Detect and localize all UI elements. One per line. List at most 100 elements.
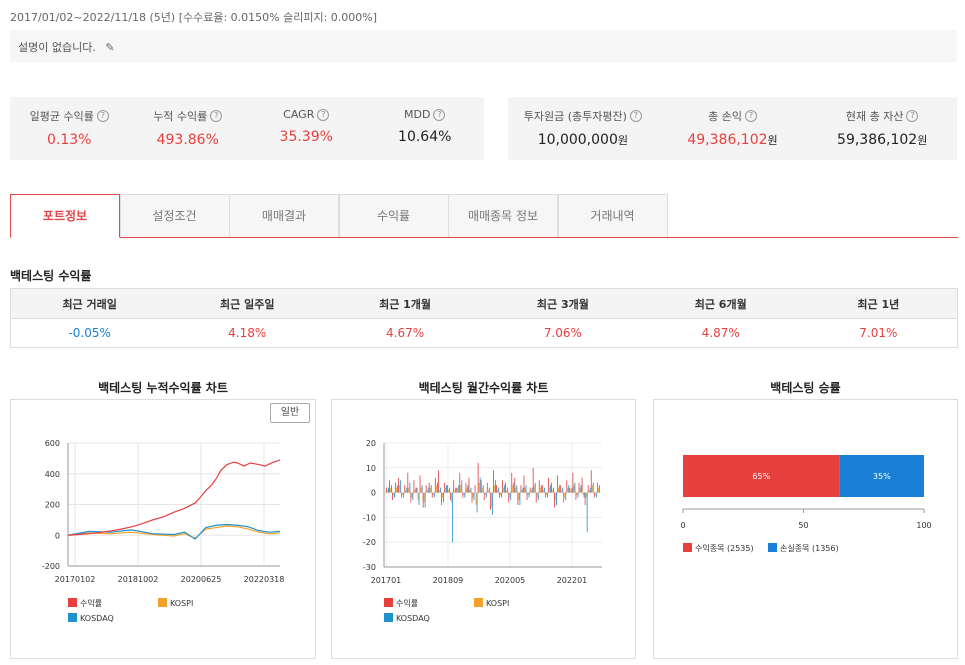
bar-1 (472, 492, 474, 498)
bar-2 (443, 492, 444, 503)
bar-1 (533, 485, 535, 493)
bar-1 (570, 490, 572, 493)
winrate-data-label: 65% (752, 472, 770, 481)
bar-2 (391, 485, 392, 493)
bar-2 (433, 492, 435, 498)
bar-2 (580, 485, 582, 493)
bar-1 (567, 487, 569, 493)
stat-label: 총 손익? (658, 108, 808, 124)
legend-item[interactable]: KOSDAQ (384, 613, 430, 623)
legend-swatch (68, 598, 77, 607)
bar-0 (395, 482, 396, 493)
bar-2 (452, 492, 454, 543)
bar-1 (555, 492, 556, 501)
stats-panel-assets: 투자원금 (총투자평잔)? 10,000,000원 총 손익? 49,386,102원… (508, 97, 957, 160)
bar-0 (514, 477, 516, 493)
bar-2 (592, 482, 594, 493)
stat-value: 10,000,000원 (508, 132, 658, 148)
bar-1 (423, 492, 425, 503)
bar-1 (484, 492, 486, 496)
bar-1 (494, 485, 495, 493)
bar-2 (440, 487, 441, 493)
tab-2[interactable]: 매매결과 (229, 194, 339, 237)
bar-0 (431, 492, 433, 498)
bar-0 (410, 492, 412, 503)
bar-2 (525, 485, 527, 493)
bar-1 (460, 485, 462, 493)
bar-2 (565, 492, 567, 501)
help-icon[interactable]: ? (744, 110, 757, 122)
bar-0 (505, 482, 507, 493)
bar-2 (403, 492, 405, 498)
bar-1 (454, 490, 456, 493)
tab-bar: 포트정보 설정조건 매매결과 수익률 매매종목 정보 거래내역 (10, 194, 958, 238)
bar-2 (461, 480, 463, 493)
stat-label-text: MDD (404, 108, 431, 121)
bar-0 (554, 492, 555, 508)
bar-0 (398, 477, 400, 493)
bar-1 (445, 487, 446, 493)
bar-1 (414, 490, 416, 493)
legend-item[interactable]: 수익률 (384, 598, 418, 609)
bar-1 (411, 492, 413, 498)
returns-value: 4.87% (701, 326, 740, 340)
normal-scale-button[interactable]: 일반 (270, 403, 310, 423)
bar-0 (541, 485, 543, 493)
bar-0 (499, 492, 500, 498)
bar-0 (569, 487, 571, 493)
bar-0 (465, 482, 467, 493)
bar-0 (581, 477, 583, 493)
legend-item[interactable]: KOSPI (474, 598, 509, 608)
bar-1 (582, 492, 584, 496)
bar-0 (450, 492, 452, 501)
tab-3[interactable]: 수익률 (338, 194, 449, 237)
legend-item[interactable]: KOSPI (158, 598, 193, 608)
tab-4[interactable]: 매매종목 정보 (448, 194, 558, 237)
returns-header: 최근 1개월 (326, 288, 484, 319)
bar-0 (511, 472, 513, 493)
bar-2 (400, 480, 402, 493)
bar-0 (483, 492, 485, 501)
bar-0 (453, 480, 455, 493)
stat-value-text: 10,000,000 (537, 132, 618, 148)
bar-2 (556, 492, 557, 505)
stat-label: 투자원금 (총투자평잔)? (508, 108, 658, 124)
tab-1[interactable]: 설정조건 (119, 194, 230, 237)
help-icon[interactable]: ? (906, 110, 919, 122)
tab-5[interactable]: 거래내역 (557, 194, 668, 237)
help-icon[interactable]: ? (433, 108, 446, 121)
bar-0 (444, 482, 445, 493)
bar-2 (568, 485, 570, 493)
legend-label: 수익률 (396, 599, 419, 608)
bar-0 (486, 482, 488, 493)
winrate-bar-0 (683, 455, 840, 497)
x-tick-label: 50 (798, 521, 808, 530)
legend-item[interactable]: 손실종목 (1356) (768, 543, 839, 554)
bar-2 (574, 482, 576, 493)
bar-1 (475, 492, 477, 505)
pencil-icon[interactable]: ✎ (105, 41, 115, 54)
bar-1 (539, 487, 541, 493)
bar-2 (510, 492, 512, 501)
help-icon[interactable]: ? (629, 110, 642, 122)
tab-0[interactable]: 포트정보 (10, 194, 120, 238)
help-icon[interactable]: ? (317, 108, 330, 121)
legend-item[interactable]: 수익률 (68, 598, 102, 609)
help-icon[interactable]: ? (96, 110, 109, 122)
legend-item[interactable]: KOSDAQ (68, 613, 114, 623)
stats_left-stat: MDD? 10.64% (366, 97, 485, 160)
returns-header: 최근 6개월 (641, 288, 800, 319)
legend-swatch (68, 613, 77, 622)
legend-item[interactable]: 수익종목 (2535) (683, 543, 754, 554)
bar-2 (562, 487, 564, 493)
bar-0 (419, 475, 421, 493)
bar-2 (418, 492, 420, 505)
cumulative-chart-title: 백테스팅 누적수익률 차트 (98, 381, 228, 395)
y-tick-label: 0 (55, 531, 60, 540)
stat-value: 59,386,102원 (807, 132, 957, 148)
stat-label: 누적 수익률? (129, 108, 248, 124)
help-icon[interactable]: ? (210, 110, 223, 122)
returns-value: -0.05% (68, 326, 111, 340)
y-tick-label: 200 (45, 501, 60, 510)
bar-1 (564, 492, 566, 498)
